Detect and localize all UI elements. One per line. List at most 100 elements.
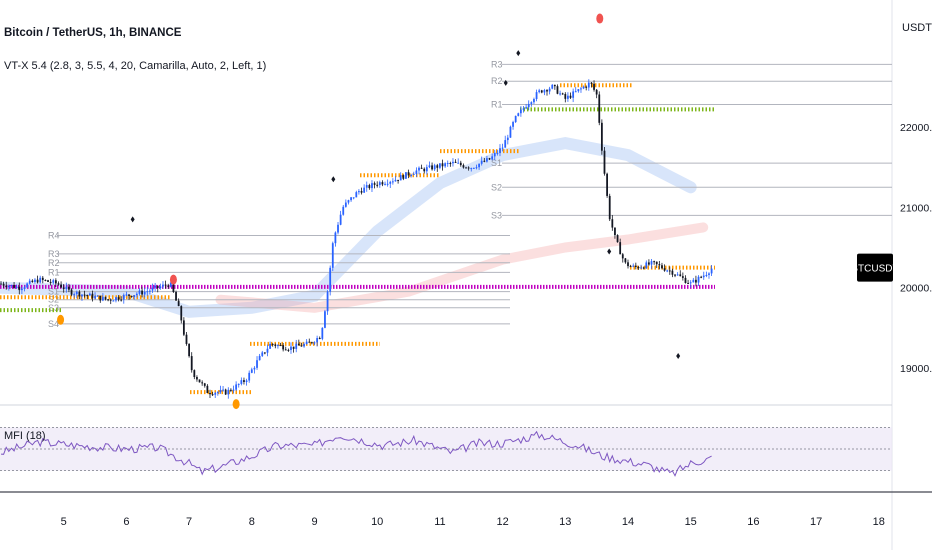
- candle-bull: [344, 202, 347, 207]
- candle-bear: [83, 294, 86, 296]
- candle-bull: [676, 274, 679, 276]
- pivot-left-r-label: R1: [48, 267, 60, 277]
- candle-bear: [684, 277, 687, 283]
- candle-bull: [384, 183, 386, 185]
- candle-bull: [697, 276, 700, 283]
- candle-bull: [146, 291, 149, 293]
- pivot-left-s-label: S3: [48, 303, 59, 313]
- symbol-badge[interactable]: [857, 253, 893, 282]
- candle-bull: [394, 179, 397, 182]
- candle-bull: [493, 152, 496, 157]
- pivot-right-r-label: R3: [491, 59, 503, 69]
- candle-bull: [587, 82, 590, 88]
- pivot-right-s-label: S2: [491, 182, 502, 192]
- currency-label: USDT: [902, 22, 932, 34]
- symbol-title[interactable]: Bitcoin / TetherUS, 1h, BINANCE: [4, 27, 182, 39]
- candle-bull: [295, 343, 298, 349]
- candle-bull: [425, 167, 428, 172]
- candle-bull: [39, 277, 42, 283]
- candle-bull: [399, 175, 402, 181]
- candle-bear: [175, 292, 177, 301]
- candle-bear: [99, 295, 102, 301]
- candle-bull: [355, 192, 358, 198]
- diamond-marker: [516, 50, 521, 57]
- candle-bear: [454, 161, 457, 163]
- candle-bull: [214, 392, 217, 395]
- candle-bull: [710, 268, 713, 274]
- buy-signal-dot[interactable]: [57, 314, 65, 325]
- candle-bear: [679, 274, 682, 277]
- candle-bear: [619, 242, 622, 255]
- candle-bull: [232, 389, 235, 391]
- buy-signal-dot[interactable]: [232, 399, 240, 410]
- candle-bear: [629, 266, 632, 268]
- candle-bull: [26, 283, 29, 288]
- candle-bull: [350, 197, 352, 201]
- candle-bull: [418, 167, 420, 171]
- candle-bear: [13, 284, 15, 288]
- candle-bull: [391, 181, 394, 183]
- candle-bear: [141, 290, 143, 295]
- candle-bull: [666, 270, 669, 272]
- candle-bull: [378, 182, 381, 186]
- candle-bear: [62, 287, 65, 289]
- candle-bear: [488, 158, 491, 160]
- candle-bear: [190, 356, 193, 371]
- candle-bear: [700, 276, 703, 278]
- candle-bull: [428, 165, 431, 168]
- time-tick-label: 16: [747, 516, 759, 528]
- candle-bull: [334, 232, 337, 244]
- candle-bull: [94, 296, 96, 299]
- candle-bull: [705, 274, 708, 276]
- candle-bull: [415, 170, 418, 174]
- candle-bear: [590, 82, 593, 84]
- candle-bull: [133, 295, 136, 297]
- candle-bull: [645, 262, 648, 269]
- candle-bull: [266, 348, 269, 353]
- pivot-left-s-label: S2: [48, 295, 59, 305]
- pivot-left-r-label: R2: [48, 258, 60, 268]
- candle-bull: [509, 126, 512, 138]
- candle-bull: [149, 290, 151, 292]
- price-tick-label: 19000.00: [900, 363, 932, 375]
- candle-bull: [525, 107, 528, 109]
- candle-bull: [363, 187, 366, 193]
- candle-bear: [117, 297, 120, 300]
- candle-bear: [603, 150, 606, 174]
- candle-bear: [91, 293, 94, 299]
- candle-bull: [496, 152, 499, 154]
- mfi-legend[interactable]: MFI (18): [4, 430, 46, 442]
- candle-bull: [52, 280, 55, 283]
- candle-bear: [193, 370, 196, 378]
- sell-signal-dot[interactable]: [596, 13, 604, 24]
- candle-bear: [441, 163, 444, 167]
- candle-bear: [606, 173, 608, 196]
- candle-bull: [522, 108, 525, 110]
- indicator-legend[interactable]: VT-X 5.4 (2.8, 3, 5.5, 4, 20, Camarilla,…: [4, 60, 267, 72]
- candle-bear: [243, 380, 245, 382]
- pivot-right-r-label: R1: [491, 100, 503, 110]
- diamond-marker: [503, 79, 508, 86]
- candle-bull: [533, 99, 535, 103]
- candle-bull: [313, 342, 316, 344]
- time-tick-label: 12: [496, 516, 508, 528]
- candle-bear: [310, 342, 313, 344]
- candle-bear: [164, 284, 167, 286]
- candle-bull: [452, 161, 454, 164]
- candle-bear: [104, 296, 107, 300]
- candle-bull: [28, 280, 31, 284]
- candle-bull: [216, 392, 219, 394]
- candle-bear: [211, 394, 214, 396]
- candle-bear: [198, 379, 201, 383]
- candle-bear: [185, 334, 188, 344]
- sell-signal-dot[interactable]: [169, 274, 177, 285]
- candle-bull: [702, 275, 705, 278]
- candle-bear: [436, 165, 439, 168]
- candle-bull: [75, 291, 78, 295]
- candle-bull: [7, 285, 10, 288]
- candle-bull: [256, 360, 258, 368]
- candle-bull: [101, 296, 104, 301]
- candle-bull: [650, 261, 653, 265]
